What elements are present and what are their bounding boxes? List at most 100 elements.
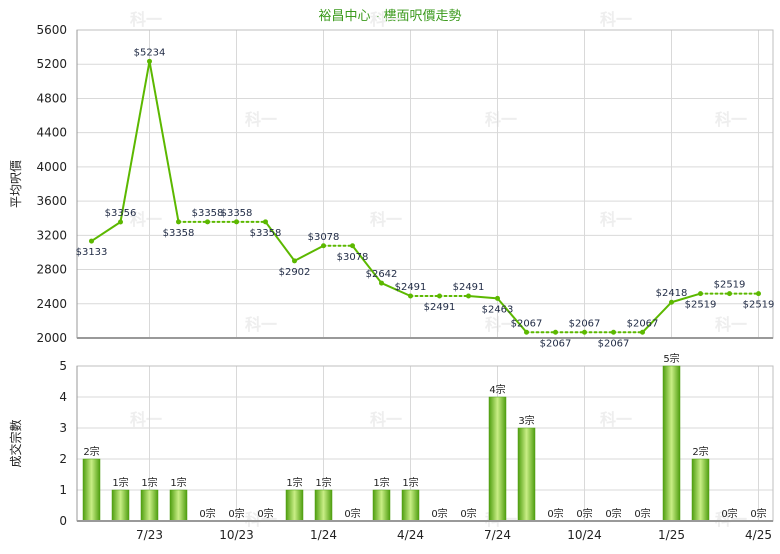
bar-ytick-1: 1 [59, 483, 67, 497]
bar-label-14: 4宗 [489, 383, 505, 396]
watermark-9: 科一 [245, 315, 277, 334]
price-point-18 [611, 329, 616, 335]
x-tick-6: 1/25 [658, 528, 685, 542]
price-data-label-0: $3133 [76, 247, 108, 258]
bar-label-13: 0宗 [460, 507, 476, 520]
bar-label-19: 0宗 [634, 507, 650, 520]
price-segment-11 [381, 282, 411, 297]
price-data-label-9: $3078 [337, 252, 369, 263]
bar-ytick-4: 4 [59, 390, 67, 404]
watermark-11: 科一 [715, 315, 747, 334]
watermark-10: 科一 [485, 315, 517, 334]
watermark-0: 科一 [130, 10, 162, 29]
bar-15 [517, 427, 536, 522]
watermark-13: 科一 [370, 410, 402, 429]
price-point-15 [524, 329, 529, 335]
bar-label-8: 1宗 [315, 476, 331, 489]
watermark-12: 科一 [130, 410, 162, 429]
price-data-label-8: $3078 [308, 232, 340, 243]
price-point-6 [263, 219, 268, 225]
price-segment-10 [351, 245, 383, 284]
price-point-12 [437, 293, 442, 299]
price-segment-1 [90, 221, 122, 242]
price-ytick-5200: 5200 [36, 57, 67, 71]
price-data-label-5: $3358 [221, 208, 253, 219]
price-point-17 [582, 329, 587, 335]
bar-ytick-3: 3 [59, 421, 67, 435]
price-segment-15 [496, 297, 528, 333]
price-point-20 [669, 299, 674, 305]
watermark-14: 科一 [600, 410, 632, 429]
bar-label-20: 5宗 [663, 352, 679, 365]
price-ytick-3600: 3600 [36, 194, 67, 208]
price-point-14 [495, 295, 500, 301]
price-data-label-12: $2491 [424, 302, 456, 313]
bar-label-5: 0宗 [228, 507, 244, 520]
price-y-axis-title: 平均呎價 [9, 160, 23, 208]
bar-10 [372, 489, 391, 522]
bar-label-21: 2宗 [692, 445, 708, 458]
x-tick-0: 7/23 [136, 528, 163, 542]
price-point-23 [756, 291, 761, 297]
watermark-7: 科一 [370, 210, 402, 229]
price-ytick-5600: 5600 [36, 23, 67, 37]
price-segment-14 [468, 294, 498, 300]
bar-label-2: 1宗 [141, 476, 157, 489]
x-tick-2: 1/24 [310, 528, 337, 542]
watermark-5: 科一 [715, 110, 747, 129]
price-point-7 [292, 258, 297, 264]
bar-label-7: 1宗 [286, 476, 302, 489]
bar-3 [169, 489, 188, 522]
bar-label-11: 1宗 [402, 476, 418, 489]
price-ytick-3200: 3200 [36, 228, 67, 242]
price-data-label-1: $3356 [105, 208, 137, 219]
price-ytick-4000: 4000 [36, 160, 67, 174]
price-point-5 [234, 219, 239, 225]
bar-14 [488, 396, 507, 522]
price-ytick-2400: 2400 [36, 297, 67, 311]
price-data-label-7: $2902 [279, 267, 311, 278]
price-data-label-16: $2067 [540, 338, 572, 349]
bar-ytick-5: 5 [59, 359, 67, 373]
price-point-1 [118, 219, 123, 225]
price-data-label-11: $2491 [395, 282, 427, 293]
bar-label-17: 0宗 [576, 507, 592, 520]
bar-0 [82, 458, 101, 522]
bar-label-23: 0宗 [750, 507, 766, 520]
price-point-9 [350, 243, 355, 249]
bar-11 [401, 489, 420, 522]
price-data-label-23: $2519 [743, 300, 775, 311]
price-ytick-4800: 4800 [36, 91, 67, 105]
bar-label-22: 0宗 [721, 507, 737, 520]
bar-label-16: 0宗 [547, 507, 563, 520]
price-data-label-4: $3358 [192, 208, 224, 219]
price-data-label-17: $2067 [569, 318, 601, 329]
price-data-label-13: $2491 [453, 282, 485, 293]
price-point-13 [466, 293, 471, 299]
bar-label-6: 0宗 [257, 507, 273, 520]
watermark-15: 科一 [245, 510, 277, 529]
price-data-label-10: $2642 [366, 269, 398, 280]
price-data-label-3: $3358 [163, 228, 195, 239]
bar-ytick-2: 2 [59, 452, 67, 466]
bar-label-15: 3宗 [518, 414, 534, 427]
bar-21 [691, 458, 710, 522]
price-point-19 [640, 329, 645, 335]
price-point-8 [321, 243, 326, 249]
price-point-21 [698, 291, 703, 297]
watermark-2: 科一 [600, 10, 632, 29]
chart-title: 裕昌中心 - 樓面呎價走勢 [319, 9, 462, 24]
price-panel: 2000 2400 2800 3200 3600 4000 4400 4800 5200 5600… [9, 23, 774, 349]
price-point-11 [408, 293, 413, 299]
bar-label-12: 0宗 [431, 507, 447, 520]
watermark-8: 科一 [600, 210, 632, 229]
price-ytick-4400: 4400 [36, 126, 67, 140]
price-ytick-2800: 2800 [36, 263, 67, 277]
watermark-1: 科一 [370, 10, 402, 29]
price-data-label-21: $2519 [685, 300, 717, 311]
transactions-panel: 0 1 2 3 4 5 7/23 10/23 1/24 4/24 7/24 10/24 1/25 4/25… [8, 352, 774, 542]
x-tick-5: 10/24 [567, 528, 602, 542]
price-point-22 [727, 291, 732, 297]
price-segment-20 [641, 301, 673, 333]
